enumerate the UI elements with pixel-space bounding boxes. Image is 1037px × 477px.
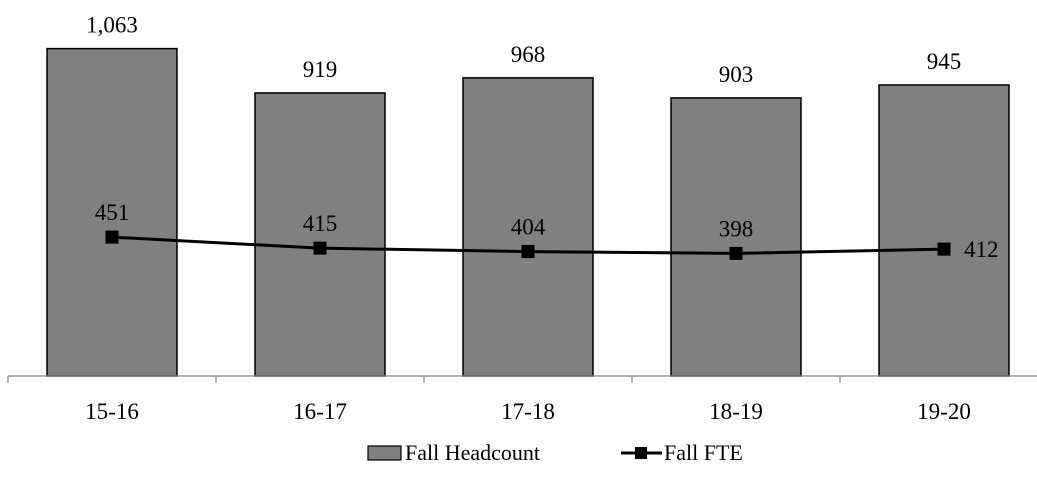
x-tick-label: 16-17 — [293, 399, 347, 424]
bar-value-label: 1,063 — [86, 13, 138, 38]
bar-19-20 — [878, 84, 1010, 377]
bar-15-16 — [46, 47, 178, 377]
fte-line-series — [105, 230, 951, 260]
bar-18-19 — [670, 97, 802, 377]
fte-marker-19-20 — [937, 242, 951, 256]
headcount-bars — [46, 47, 1010, 377]
fte-value-label: 398 — [719, 216, 754, 241]
fte-value-label: 404 — [511, 215, 546, 240]
x-axis: 15-16 16-17 17-18 18-19 19-20 — [7, 375, 1037, 424]
fte-value-label: 412 — [964, 237, 999, 262]
fte-marker-17-18 — [521, 245, 535, 259]
fte-marker-18-19 — [729, 246, 743, 260]
x-tick-label: 17-18 — [501, 399, 555, 424]
bar-17-18 — [462, 77, 594, 377]
data-labels: 1,063 919 968 903 945 451 415 404 398 412 — [86, 13, 998, 263]
legend-label-headcount: Fall Headcount — [405, 440, 540, 465]
bar-value-label: 968 — [511, 42, 546, 67]
x-tick-label: 19-20 — [917, 399, 971, 424]
bar-value-label: 903 — [719, 62, 754, 87]
legend-label-fte: Fall FTE — [664, 440, 743, 465]
fte-marker-15-16 — [105, 230, 119, 244]
fte-marker-16-17 — [313, 241, 327, 255]
bar-value-label: 919 — [303, 57, 338, 82]
fte-value-label: 451 — [95, 200, 130, 225]
fte-value-label: 415 — [303, 211, 338, 236]
x-tick-label: 15-16 — [85, 399, 139, 424]
bar-16-17 — [254, 92, 386, 377]
bar-value-label: 945 — [927, 49, 962, 74]
legend-bar-swatch — [367, 445, 402, 461]
legend-marker-swatch — [635, 447, 647, 459]
legend: Fall Headcount Fall FTE — [367, 440, 743, 465]
x-tick-label: 18-19 — [709, 399, 763, 424]
